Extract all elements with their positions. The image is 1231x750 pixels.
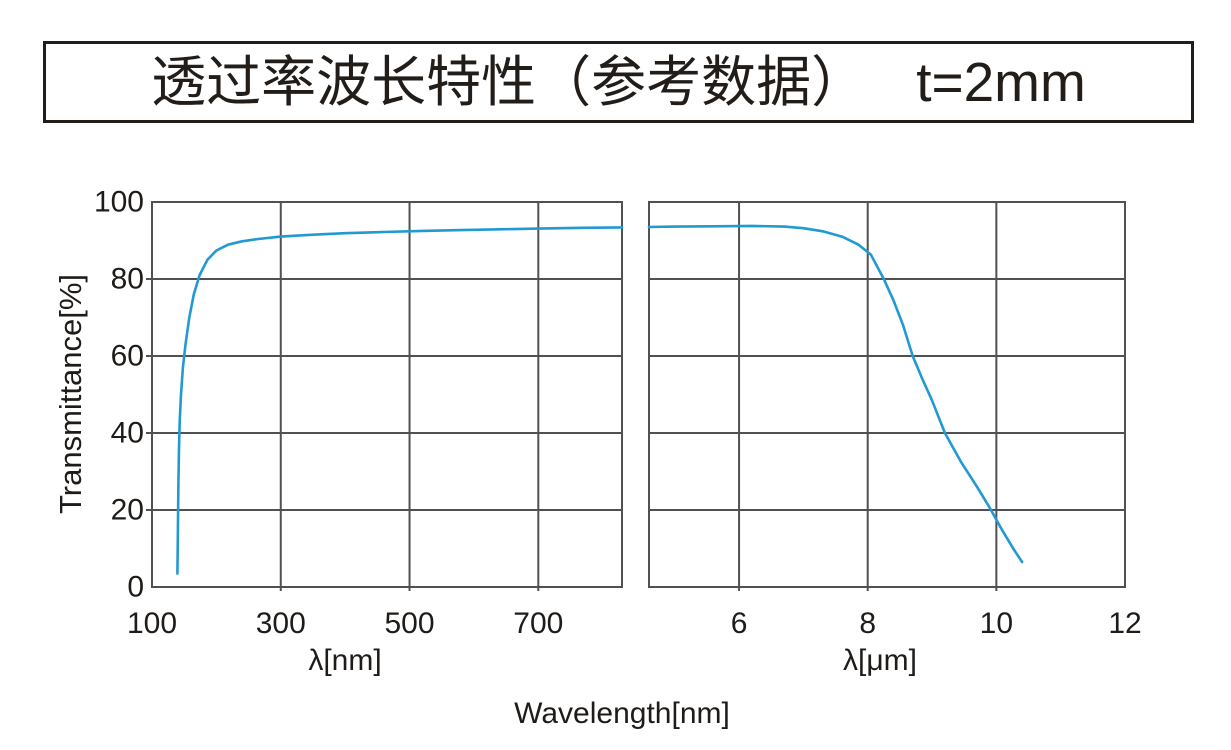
transmittance-curve [647, 224, 1024, 564]
y-tick-label: 60 [111, 340, 144, 373]
x-tick-label: 8 [859, 607, 876, 640]
x-tick-label: 500 [385, 607, 435, 640]
y-tick-label: 40 [111, 417, 144, 450]
y-tick-label: 0 [127, 571, 144, 604]
y-axis-label: Transmittance[%] [53, 273, 88, 515]
y-tick-label: 20 [111, 494, 144, 527]
x-axis-overall-label: Wavelength[nm] [514, 697, 730, 730]
x-tick-label: 12 [1108, 607, 1141, 640]
x-tick-label: 700 [513, 607, 563, 640]
chart-title-box: 透过率波长特性（参考数据） t=2mm [43, 41, 1194, 123]
chart-title-thickness: t=2mm [916, 50, 1086, 113]
x-axis-label-um: λ[μm] [843, 644, 917, 677]
y-tick-label: 80 [111, 263, 144, 296]
x-axis-label-nm: λ[nm] [308, 644, 382, 677]
chart-title: 透过率波长特性（参考数据） [151, 50, 867, 113]
x-tick-label: 300 [256, 607, 306, 640]
x-tick-label: 100 [127, 607, 177, 640]
panel-frame [648, 201, 1126, 588]
y-tick-label: 100 [94, 186, 144, 219]
transmittance-curve [176, 226, 624, 575]
panel-frame [151, 201, 623, 588]
x-tick-label: 10 [980, 607, 1013, 640]
x-tick-label: 6 [731, 607, 748, 640]
